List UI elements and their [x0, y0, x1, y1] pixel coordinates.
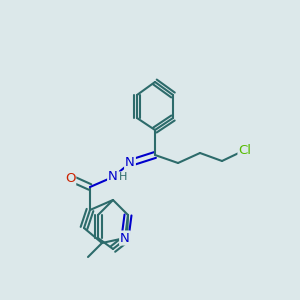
- Text: N: N: [120, 232, 130, 244]
- Text: N: N: [108, 170, 118, 184]
- Text: Cl: Cl: [238, 143, 251, 157]
- Text: H: H: [119, 172, 127, 182]
- Text: O: O: [65, 172, 75, 184]
- Text: N: N: [125, 157, 135, 169]
